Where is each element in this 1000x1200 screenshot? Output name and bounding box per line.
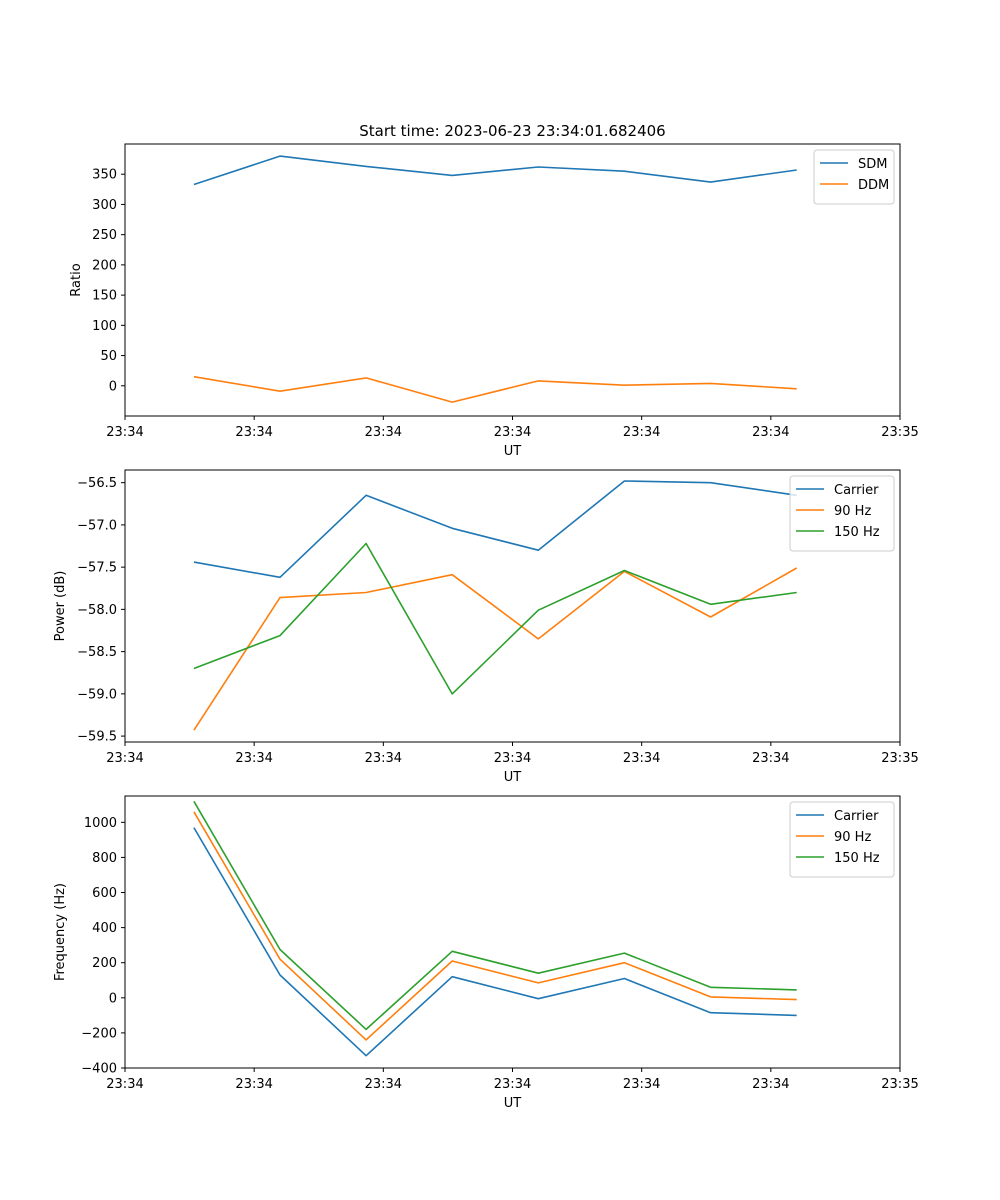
x-tick-label: 23:34 <box>623 751 660 766</box>
y-tick-label: 100 <box>92 319 117 334</box>
y-tick-label: 50 <box>100 349 117 364</box>
legend: Carrier 90 Hz 150 Hz <box>789 801 895 878</box>
y-axis-label: Frequency (Hz) <box>53 883 68 981</box>
series-line-carrier <box>193 827 797 1057</box>
y-axis-label: Ratio <box>69 263 84 296</box>
axes-frame <box>124 469 901 743</box>
x-tick-label: 23:34 <box>623 425 660 440</box>
legend-box <box>789 801 895 878</box>
legend-label: Carrier <box>834 483 879 498</box>
y-tick-label: −59.0 <box>77 687 117 702</box>
legend-label: 90 Hz <box>834 504 871 519</box>
x-tick-label: 23:34 <box>235 425 272 440</box>
x-tick-label: 23:34 <box>365 751 402 766</box>
y-tick-label: −56.5 <box>77 476 117 491</box>
chart-panel-1: 23:34 23:34 23:34 23:34 23:34 23:34 23:35 0 50 10… <box>69 143 919 459</box>
x-axis-label: UT <box>504 444 522 459</box>
series-line-sdm <box>193 155 797 186</box>
figure-title: Start time: 2023-06-23 23:34:01.682406 <box>359 122 665 140</box>
x-tick-label: 23:34 <box>106 751 143 766</box>
x-tick-label: 23:34 <box>623 1077 660 1092</box>
series-line-90-hz <box>193 567 798 731</box>
x-tick-label: 23:34 <box>235 1077 272 1092</box>
y-tick-label: 0 <box>109 991 117 1006</box>
x-tick-label: 23:35 <box>881 751 918 766</box>
series-group <box>193 800 797 1057</box>
y-tick-label: −400 <box>81 1062 117 1077</box>
y-tick-label: 250 <box>92 228 117 243</box>
legend: SDM DDM <box>813 149 895 205</box>
legend: Carrier 90 Hz 150 Hz <box>789 475 895 552</box>
chart-panel-3: 23:34 23:34 23:34 23:34 23:34 23:34 23:35 −400 −… <box>53 795 919 1111</box>
x-tick-label: 23:34 <box>106 425 143 440</box>
y-tick-label: −58.5 <box>77 645 117 660</box>
y-tick-label: −200 <box>81 1026 117 1041</box>
legend-label: 150 Hz <box>834 851 880 866</box>
y-tick-label: −57.5 <box>77 561 117 576</box>
series-group <box>193 480 798 731</box>
legend-label: 150 Hz <box>834 525 880 540</box>
x-tick-label: 23:35 <box>881 1077 918 1092</box>
legend-label: Carrier <box>834 809 879 824</box>
x-axis-label: UT <box>504 770 522 785</box>
y-tick-label: −57.0 <box>77 518 117 533</box>
x-tick-label: 23:34 <box>365 425 402 440</box>
y-tick-label: 200 <box>92 258 117 273</box>
x-axis-label: UT <box>504 1096 522 1111</box>
x-tick-label: 23:34 <box>752 425 789 440</box>
y-tick-label: 1000 <box>84 816 117 831</box>
series-line-150-hz <box>193 800 797 1031</box>
x-tick-label: 23:35 <box>881 425 918 440</box>
legend-label: 90 Hz <box>834 830 871 845</box>
series-line-carrier <box>193 480 797 579</box>
legend-label: SDM <box>858 157 887 172</box>
x-tick-label: 23:34 <box>365 1077 402 1092</box>
y-tick-label: −58.0 <box>77 603 117 618</box>
x-tick-label: 23:34 <box>494 1077 531 1092</box>
x-tick-label: 23:34 <box>494 751 531 766</box>
y-tick-label: 150 <box>92 289 117 304</box>
y-tick-label: 300 <box>92 198 117 213</box>
y-tick-label: 800 <box>92 851 117 866</box>
chart-panel-2: 23:34 23:34 23:34 23:34 23:34 23:34 23:35 −59.5… <box>53 469 919 785</box>
y-tick-label: 600 <box>92 886 117 901</box>
axes-frame <box>124 795 901 1069</box>
series-line-150-hz <box>193 542 797 695</box>
x-tick-label: 23:34 <box>752 751 789 766</box>
y-tick-label: 400 <box>92 921 117 936</box>
y-tick-label: 0 <box>109 379 117 394</box>
x-tick-label: 23:34 <box>752 1077 789 1092</box>
x-tick-label: 23:34 <box>494 425 531 440</box>
legend-box <box>789 475 895 552</box>
axes-frame <box>124 143 901 417</box>
series-line-90-hz <box>193 811 797 1041</box>
legend-label: DDM <box>858 178 889 193</box>
y-tick-label: −59.5 <box>77 730 117 745</box>
x-tick-label: 23:34 <box>106 1077 143 1092</box>
y-tick-label: 200 <box>92 956 117 971</box>
y-axis-label: Power (dB) <box>53 571 68 642</box>
series-line-ddm <box>193 375 797 403</box>
series-group <box>193 155 797 403</box>
x-tick-label: 23:34 <box>235 751 272 766</box>
y-tick-label: 350 <box>92 168 117 183</box>
